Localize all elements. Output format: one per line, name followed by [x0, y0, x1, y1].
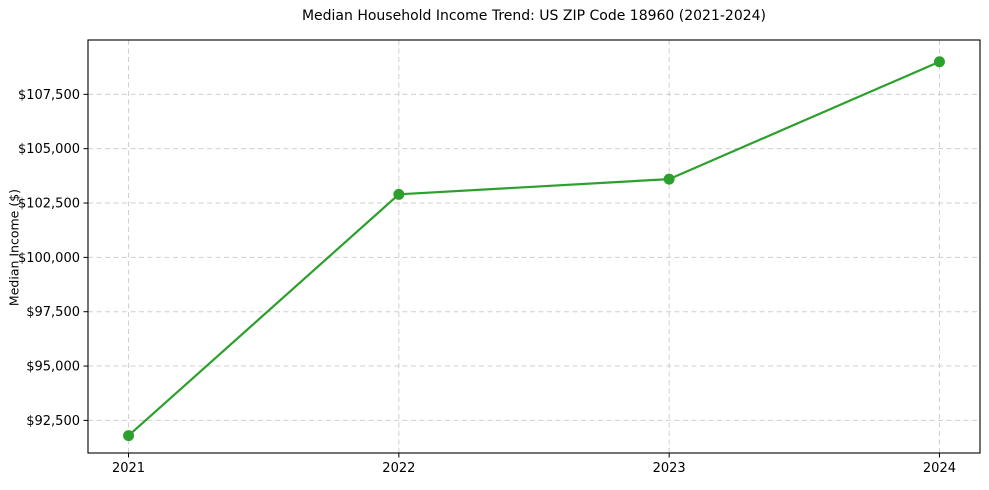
y-tick-label: $95,000 — [26, 360, 80, 375]
y-tick-label: $102,500 — [18, 197, 80, 212]
x-tick-label: 2021 — [112, 461, 145, 476]
y-tick-label: $92,500 — [26, 414, 80, 429]
y-tick-label: $107,500 — [18, 88, 80, 103]
data-point-marker — [393, 188, 405, 200]
y-tick-label: $100,000 — [18, 251, 80, 266]
axes-border — [87, 39, 981, 454]
x-tick-label: 2023 — [653, 461, 686, 476]
y-tick-label: $105,000 — [18, 142, 80, 157]
x-tick-label: 2022 — [382, 461, 415, 476]
chart-title: Median Household Income Trend: US ZIP Co… — [301, 8, 767, 24]
x-tick-label: 2024 — [923, 461, 956, 476]
data-point-marker — [663, 173, 675, 185]
data-point-marker — [123, 430, 135, 442]
data-point-marker — [933, 56, 945, 68]
trend-line — [127, 60, 941, 437]
y-tick-label: $97,500 — [26, 305, 80, 320]
